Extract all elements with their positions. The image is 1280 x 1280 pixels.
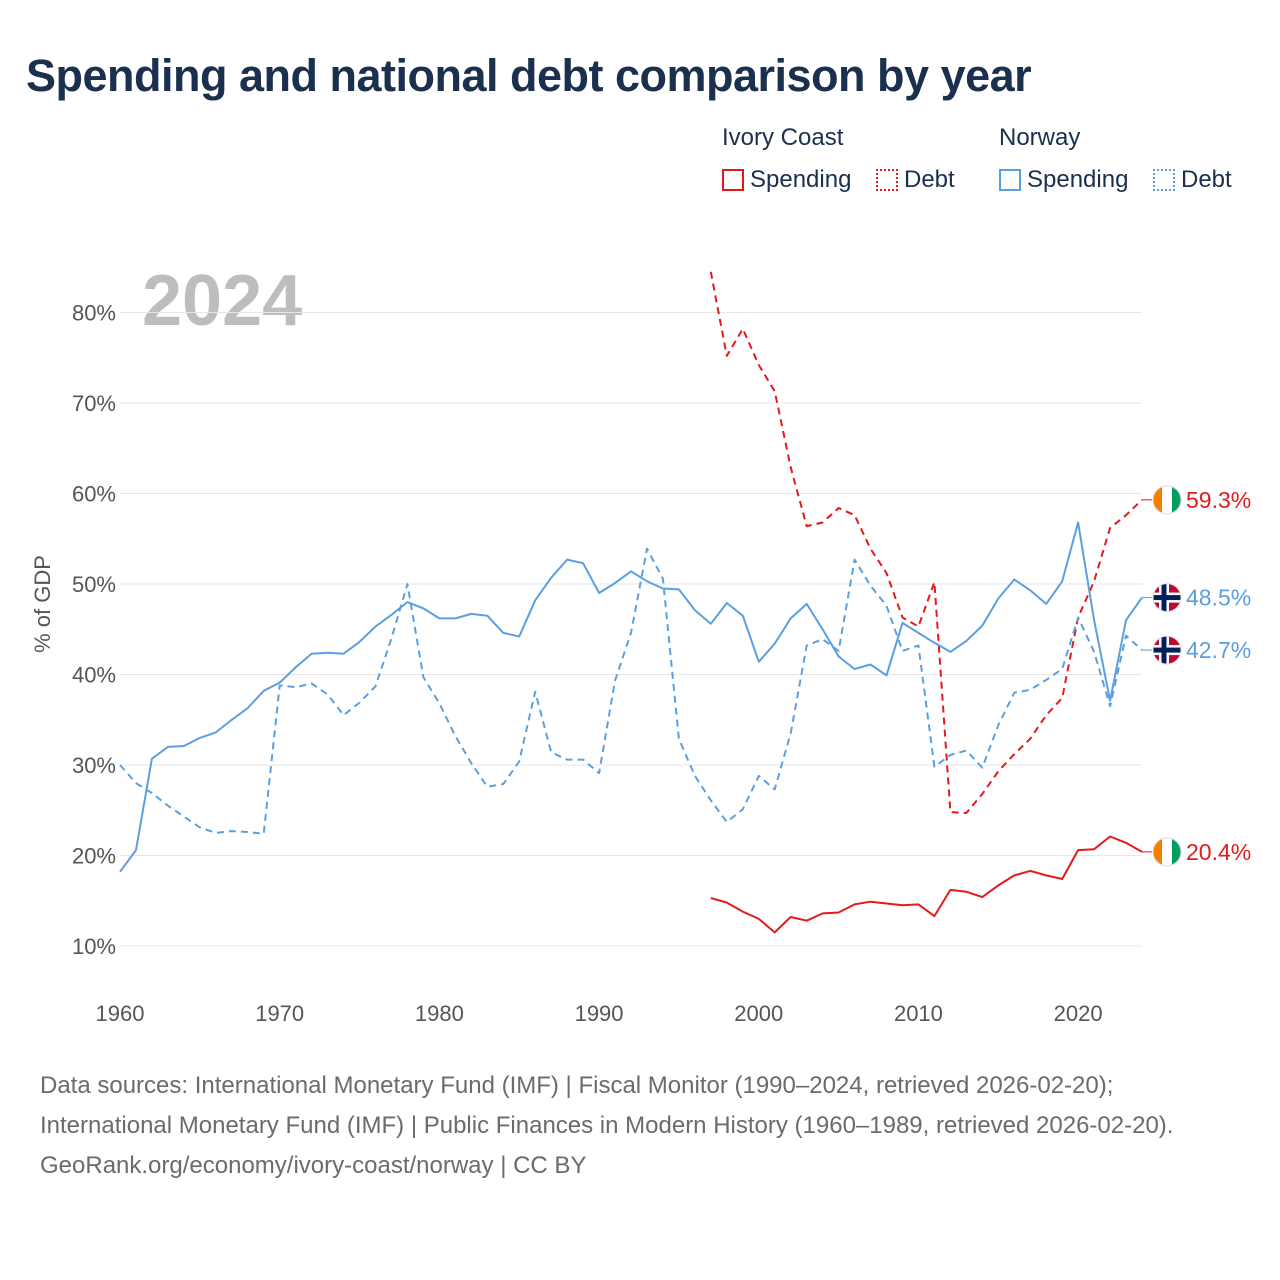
legend-item-ivory-coast-debt[interactable]: Debt (876, 166, 955, 194)
x-tick-label: 2020 (1054, 1001, 1103, 1026)
ivory-coast-flag-icon (1152, 837, 1182, 867)
legend-label: Spending (1027, 166, 1129, 193)
legend-swatch-solid-icon (722, 169, 744, 191)
legend-group-norway: Norway (999, 124, 1081, 151)
x-tick-label: 1990 (575, 1001, 624, 1026)
y-tick-label: 80% (72, 301, 116, 326)
series-line-norway-spending[interactable] (119, 521, 1143, 873)
y-tick-label: 10% (72, 934, 116, 959)
x-tick-label: 2000 (734, 1001, 783, 1026)
x-tick-label: 1970 (255, 1001, 304, 1026)
legend-label: Spending (750, 166, 852, 193)
ivory-coast-flag-icon (1152, 485, 1182, 515)
y-axis-title: % of GDP (30, 555, 55, 653)
chart-title: Spending and national debt comparison by… (26, 50, 1032, 101)
end-value-label: 59.3% (1186, 487, 1251, 513)
legend-swatch-solid-icon (999, 169, 1021, 191)
x-tick-label: 1980 (415, 1001, 464, 1026)
legend-swatch-dotted-icon (1153, 169, 1175, 191)
y-tick-label: 70% (72, 391, 116, 416)
series-line-ivory-coast-debt[interactable] (709, 271, 1143, 814)
footer: Data sources: International Monetary Fun… (40, 1066, 1240, 1186)
series-line-ivory-coast-spending[interactable] (710, 835, 1143, 934)
legend-swatch-dotted-icon (876, 169, 898, 191)
legend-item-norway-debt[interactable]: Debt (1153, 166, 1232, 194)
legend-item-norway-spending[interactable]: Spending (999, 166, 1128, 194)
end-value-label: 20.4% (1186, 839, 1251, 865)
legend-label: Debt (904, 166, 955, 193)
legend-label: Debt (1181, 166, 1232, 193)
end-value-label: 48.5% (1186, 585, 1251, 611)
x-tick-label: 2010 (894, 1001, 943, 1026)
norway-flag-icon (1152, 583, 1182, 613)
y-tick-label: 40% (72, 663, 116, 688)
end-value-label: 42.7% (1186, 637, 1251, 663)
year-watermark: 2024 (142, 261, 302, 341)
x-tick-label: 1960 (96, 1001, 145, 1026)
y-tick-label: 50% (72, 572, 116, 597)
y-tick-label: 20% (72, 844, 116, 869)
y-tick-label: 30% (72, 753, 116, 778)
y-tick-label: 60% (72, 482, 116, 507)
norway-flag-icon (1152, 635, 1182, 665)
legend-group-ivory-coast: Ivory Coast (722, 124, 844, 151)
series-line-norway-debt[interactable] (119, 547, 1143, 835)
data-sources: Data sources: International Monetary Fun… (40, 1072, 1174, 1139)
line-chart: 2024 10% 20% 30% 40% 50% 60% 70% 80% 1960 1970 19… (30, 261, 1251, 1026)
legend-item-ivory-coast-spending[interactable]: Spending (722, 166, 851, 194)
source-link[interactable]: GeoRank.org/economy/ivory-coast/norway |… (40, 1152, 587, 1179)
